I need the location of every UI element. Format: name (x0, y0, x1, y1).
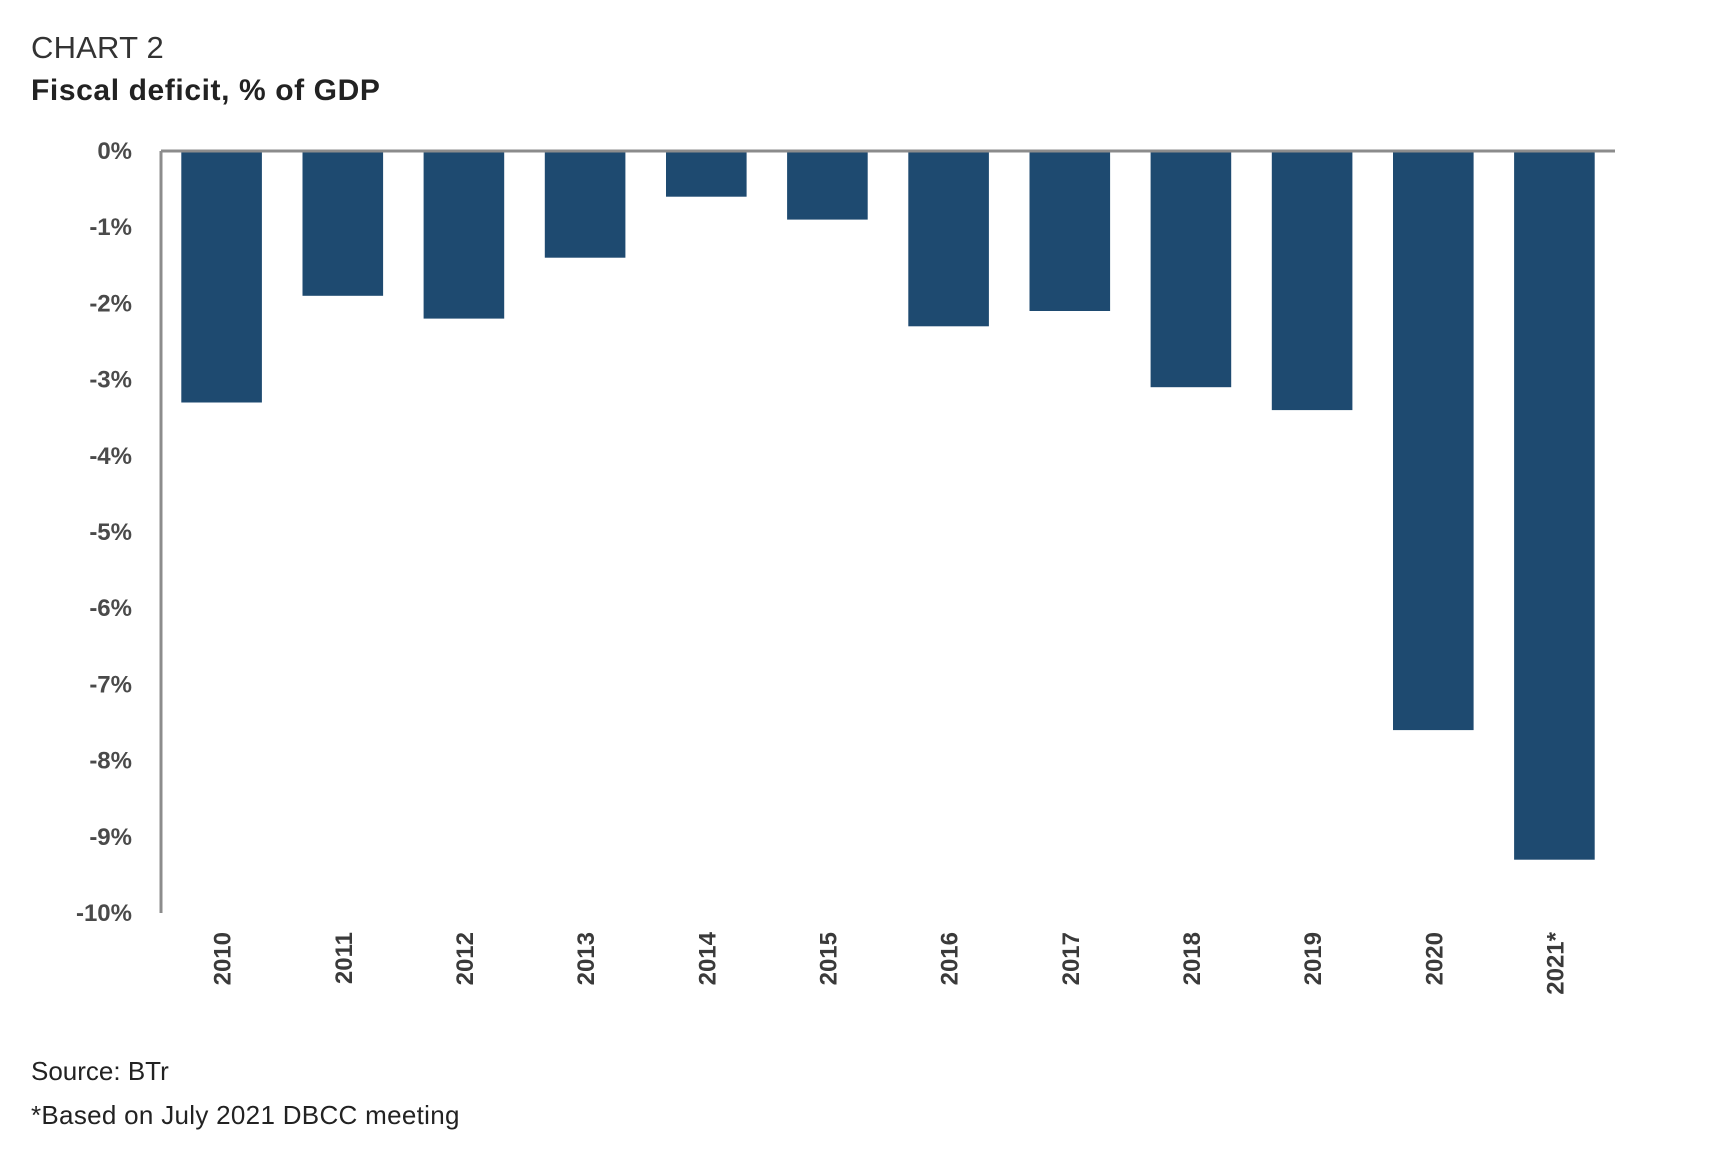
x-tick-label: 2011 (331, 932, 358, 984)
bar-2019 (1271, 151, 1353, 411)
bar-2010 (181, 151, 262, 403)
bar-2021-est (1514, 151, 1595, 860)
x-tick-label: 2013 (573, 932, 600, 985)
bar-2013 (544, 151, 626, 258)
bar-2015 (787, 151, 868, 220)
x-tick-label: 2016 (937, 932, 964, 985)
y-axis-ticks: 0% -1% -2% -3% -4% -5% -6% -7% -8% -9% -10% (76, 138, 132, 927)
x-tick-label: 2015 (815, 932, 842, 985)
x-tick-label: 2010 (210, 932, 237, 985)
bar-2018 (1150, 151, 1232, 388)
x-tick-label: 2017 (1058, 932, 1085, 985)
y-tick-label: -4% (89, 443, 132, 470)
y-tick-label: -1% (89, 214, 132, 241)
y-tick-label: -6% (89, 595, 132, 622)
bar-2016 (908, 151, 989, 327)
bar-2020 (1393, 151, 1474, 731)
y-tick-label: -5% (89, 519, 132, 546)
y-tick-label: -9% (89, 824, 132, 851)
bar-2011 (302, 151, 384, 296)
y-tick-label: -8% (89, 748, 132, 775)
y-tick-label: -7% (89, 671, 132, 698)
x-tick-label: 2020 (1421, 932, 1448, 985)
x-tick-label: 2021* (1542, 931, 1569, 994)
y-tick-label: -3% (89, 367, 132, 394)
x-tick-label: 2019 (1300, 932, 1327, 985)
x-tick-label: 2018 (1179, 932, 1206, 985)
y-tick-label: -2% (89, 290, 132, 317)
footnote: *Based on July 2021 DBCC meeting (31, 1100, 460, 1130)
source-note: Source: BTr (31, 1056, 169, 1086)
y-tick-label: -10% (76, 900, 132, 927)
x-tick-label: 2014 (694, 931, 721, 985)
y-tick-label: 0% (97, 138, 132, 165)
x-axis-ticks: 2010 2011 2012 2013 2014 2015 2016 2017 2018 2019… (210, 931, 1570, 994)
chart-number-label: CHART 2 (31, 30, 164, 65)
x-tick-label: 2012 (452, 932, 479, 985)
bars-group (181, 151, 1595, 860)
bar-2017 (1029, 151, 1111, 311)
bar-2014 (666, 151, 747, 197)
chart-title: Fiscal deficit, % of GDP (31, 74, 381, 107)
bar-2012 (423, 151, 505, 319)
